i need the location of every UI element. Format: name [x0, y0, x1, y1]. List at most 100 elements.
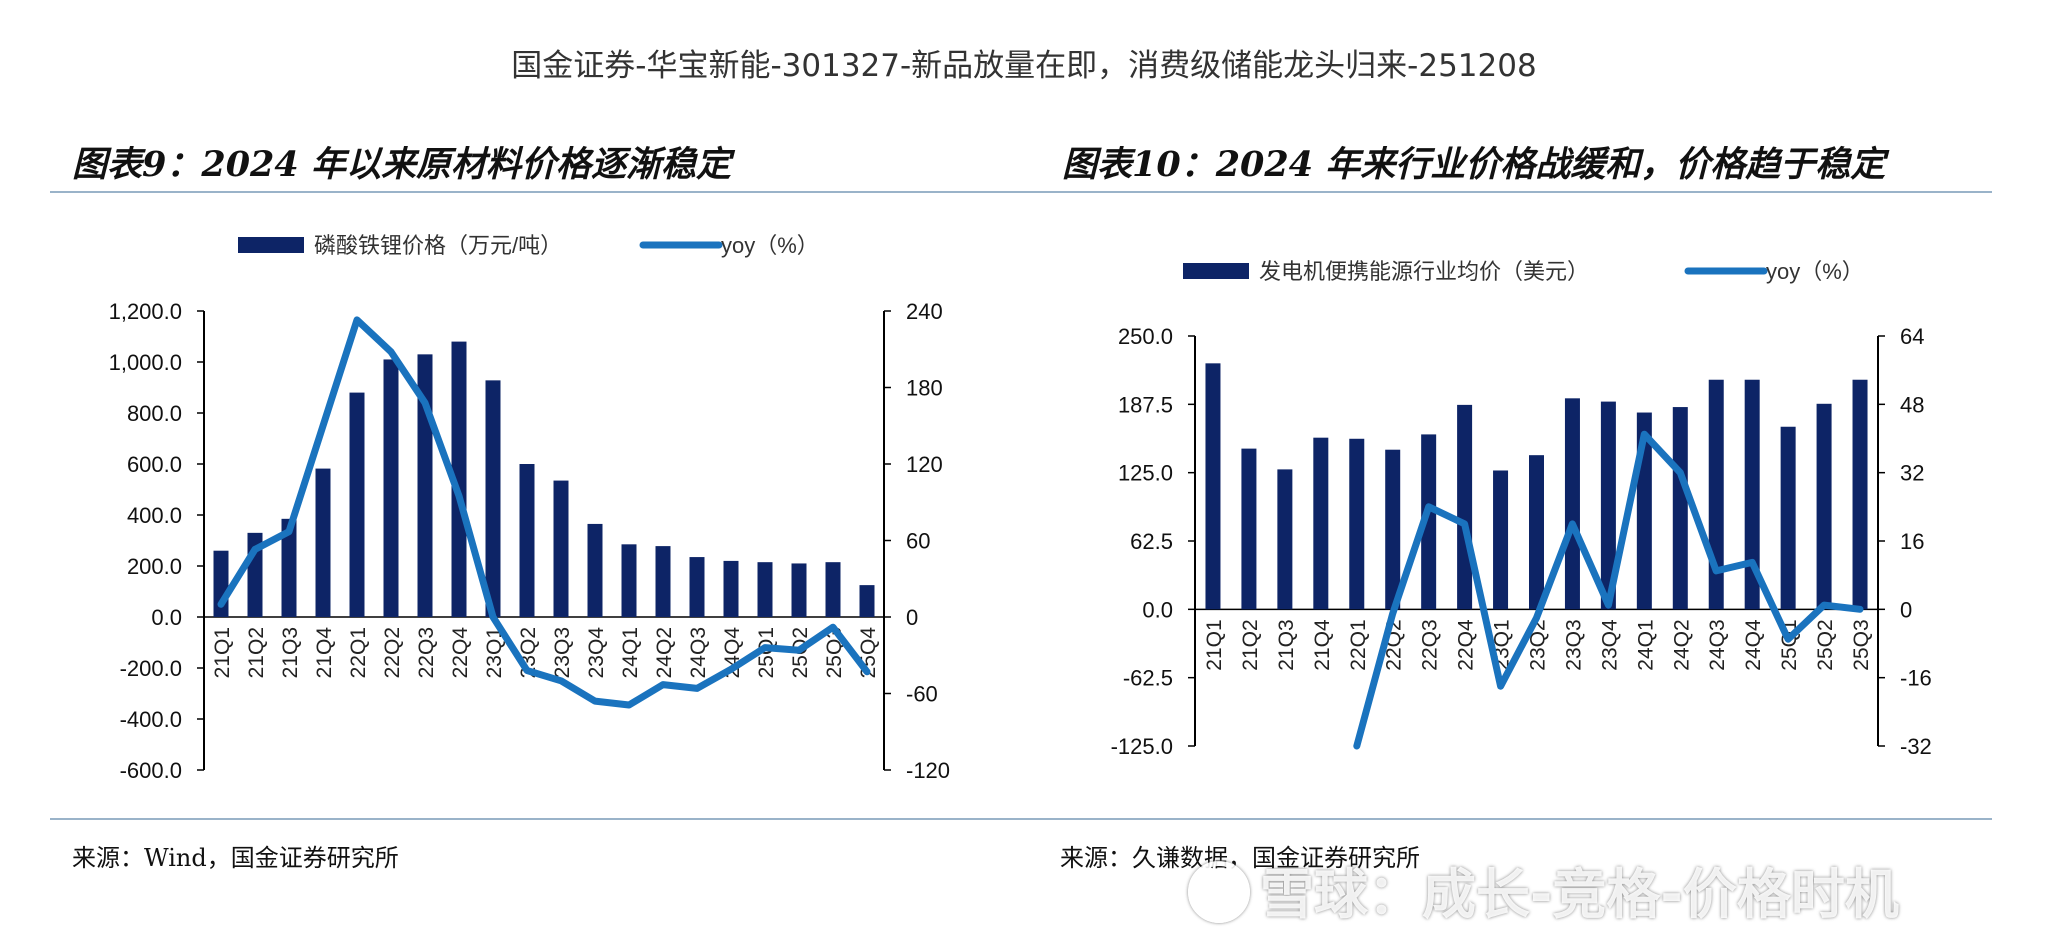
- chart1-category-label: 23Q4: [585, 627, 608, 679]
- title-divider: [50, 191, 1992, 193]
- chart1-left-tick-label: -400.0: [120, 707, 182, 732]
- chart2-bar: [1205, 363, 1221, 610]
- chart1-yoy-point: [728, 666, 734, 672]
- chart1-yoy-point: [864, 669, 870, 675]
- chart2-category-label: 21Q4: [1311, 619, 1334, 671]
- chart2-yoy-point: [1534, 615, 1539, 621]
- chart2-left-tick-label: 250.0: [1118, 324, 1173, 349]
- chart1-bar: [383, 359, 399, 617]
- chart1-right-tick-label: 240: [906, 299, 943, 324]
- chart1-yoy-point: [762, 645, 768, 651]
- chart2-yoy-point: [1390, 611, 1396, 617]
- chart1-bar: [519, 464, 535, 617]
- chart1-yoy-point: [354, 317, 360, 323]
- chart1-bar: [349, 392, 365, 617]
- chart2-right-tick-label: -32: [1900, 734, 1932, 759]
- chart1-category-label: 21Q2: [245, 627, 268, 678]
- chart1-bar: [587, 523, 603, 617]
- chart1-right-tick-label: 180: [906, 376, 943, 401]
- chart1-bar: [723, 560, 739, 617]
- chart1-bar: [859, 585, 875, 617]
- chart1-legend-bar-label: 磷酸铁锂价格（万元/吨）: [314, 233, 562, 258]
- chart2-category-label: 24Q2: [1670, 619, 1693, 670]
- chart1-category-label: 24Q1: [619, 627, 642, 678]
- watermark-text: 雪球：成长-竞格-价格时机: [1260, 863, 1899, 926]
- chart1-bar: [689, 557, 705, 617]
- chart1-left-tick-label: 0.0: [151, 605, 182, 630]
- chart2-bar: [1493, 470, 1509, 610]
- chart2-bar: [1672, 407, 1688, 610]
- chart1-left-tick-label: 1,200.0: [109, 299, 182, 324]
- chart2-yoy-point: [1354, 743, 1360, 749]
- chart2-bar: [1816, 403, 1832, 610]
- chart2-yoy-point: [1713, 568, 1719, 574]
- chart1-category-label: 21Q1: [211, 627, 234, 678]
- chart2-yoy-point: [1749, 559, 1755, 565]
- chart2-category-label: 22Q1: [1347, 619, 1370, 670]
- chart1-left-tick-label: -200.0: [120, 656, 182, 681]
- chart2-category-label: 24Q4: [1742, 619, 1765, 671]
- chart1-yoy-point: [320, 423, 326, 429]
- chart2-bar: [1852, 379, 1868, 610]
- chart2-bar: [1744, 379, 1760, 610]
- chart2-right-tick-label: 48: [1900, 392, 1924, 417]
- chart2-yoy-point: [1785, 636, 1791, 642]
- chart1-yoy-point: [524, 668, 530, 674]
- chart2-right-tick-label: 16: [1900, 529, 1924, 554]
- chart2-bar: [1780, 426, 1796, 610]
- chart1-left-tick-label: 200.0: [127, 554, 182, 579]
- chart2-bar: [1277, 469, 1293, 610]
- xueqiu-logo-icon: [1188, 861, 1250, 924]
- chart1-title: 图表9：2024 年以来原材料价格逐渐稳定: [72, 144, 731, 185]
- chart2-bar: [1421, 434, 1437, 610]
- chart2-bar: [1385, 449, 1401, 610]
- chart1-left-tick-label: -600.0: [120, 758, 182, 783]
- chart1-yoy-point: [626, 702, 632, 708]
- chart1-right-tick-label: 120: [906, 452, 943, 477]
- chart1-category-label: 22Q1: [347, 627, 370, 678]
- chart2-bar: [1241, 448, 1257, 610]
- chart1-bar: [655, 546, 671, 617]
- chart1-legend-bar-swatch: [238, 237, 304, 253]
- chart2-right-tick-label: -16: [1900, 666, 1932, 691]
- chart2-bar: [1349, 438, 1365, 610]
- chart1-category-label: 24Q3: [687, 627, 710, 678]
- chart2-bar: [1529, 455, 1544, 610]
- chart2-legend-bar-swatch: [1183, 263, 1249, 279]
- chart2-right-tick-label: 32: [1900, 461, 1924, 486]
- report-header: 国金证券-华宝新能-301327-新品放量在即，消费级储能龙头归来-251208: [511, 48, 1537, 84]
- chart1-left-tick-label: 1,000.0: [109, 350, 182, 375]
- chart2-yoy-point: [1641, 431, 1647, 437]
- chart1-bar: [621, 544, 637, 617]
- chart1-svg: 1,200.0 1,000.0 800.0 600.0 400.0 200.0 0.0 -20…: [109, 233, 950, 783]
- chart1-yoy-point: [456, 493, 462, 499]
- chart2-left-tick-label: -62.5: [1123, 666, 1173, 691]
- chart1-yoy-point: [660, 682, 666, 688]
- chart1-bar: [485, 380, 501, 617]
- chart1-yoy-point: [218, 601, 224, 607]
- chart2-bar: [1564, 398, 1580, 610]
- chart1-right-tick-label: -120: [906, 758, 950, 783]
- chart2-left-tick-label: -125.0: [1111, 734, 1173, 759]
- chart1-yoy-point: [830, 624, 836, 630]
- chart2-bar: [1457, 404, 1473, 610]
- chart2-bar: [1600, 401, 1616, 610]
- chart1-category-label: 21Q3: [279, 627, 302, 678]
- chart2-category-label: 24Q1: [1634, 619, 1657, 670]
- chart2-yoy-point: [1498, 683, 1504, 689]
- chart1-yoy-point: [388, 349, 394, 355]
- chart2-yoy-point: [1569, 521, 1575, 527]
- chart1-category-label: 22Q4: [449, 627, 472, 679]
- chart1-yoy-point: [286, 529, 292, 535]
- chart1-source: 来源：Wind，国金证券研究所: [72, 844, 399, 872]
- chart1-bar: [451, 341, 467, 617]
- chart1-yoy-point: [592, 698, 598, 704]
- chart2-category-label: 25Q3: [1850, 619, 1873, 670]
- chart1-category-label: 24Q2: [653, 627, 676, 678]
- chart1-right-tick-label: 60: [906, 529, 930, 554]
- chart1-yoy-point: [422, 400, 428, 406]
- chart2-left-tick-label: 125.0: [1118, 461, 1173, 486]
- chart1-yoy-point: [694, 685, 700, 691]
- chart2-legend-bar-label: 发电机便携能源行业均价（美元）: [1259, 259, 1589, 284]
- chart1-yoy-line: [217, 316, 871, 709]
